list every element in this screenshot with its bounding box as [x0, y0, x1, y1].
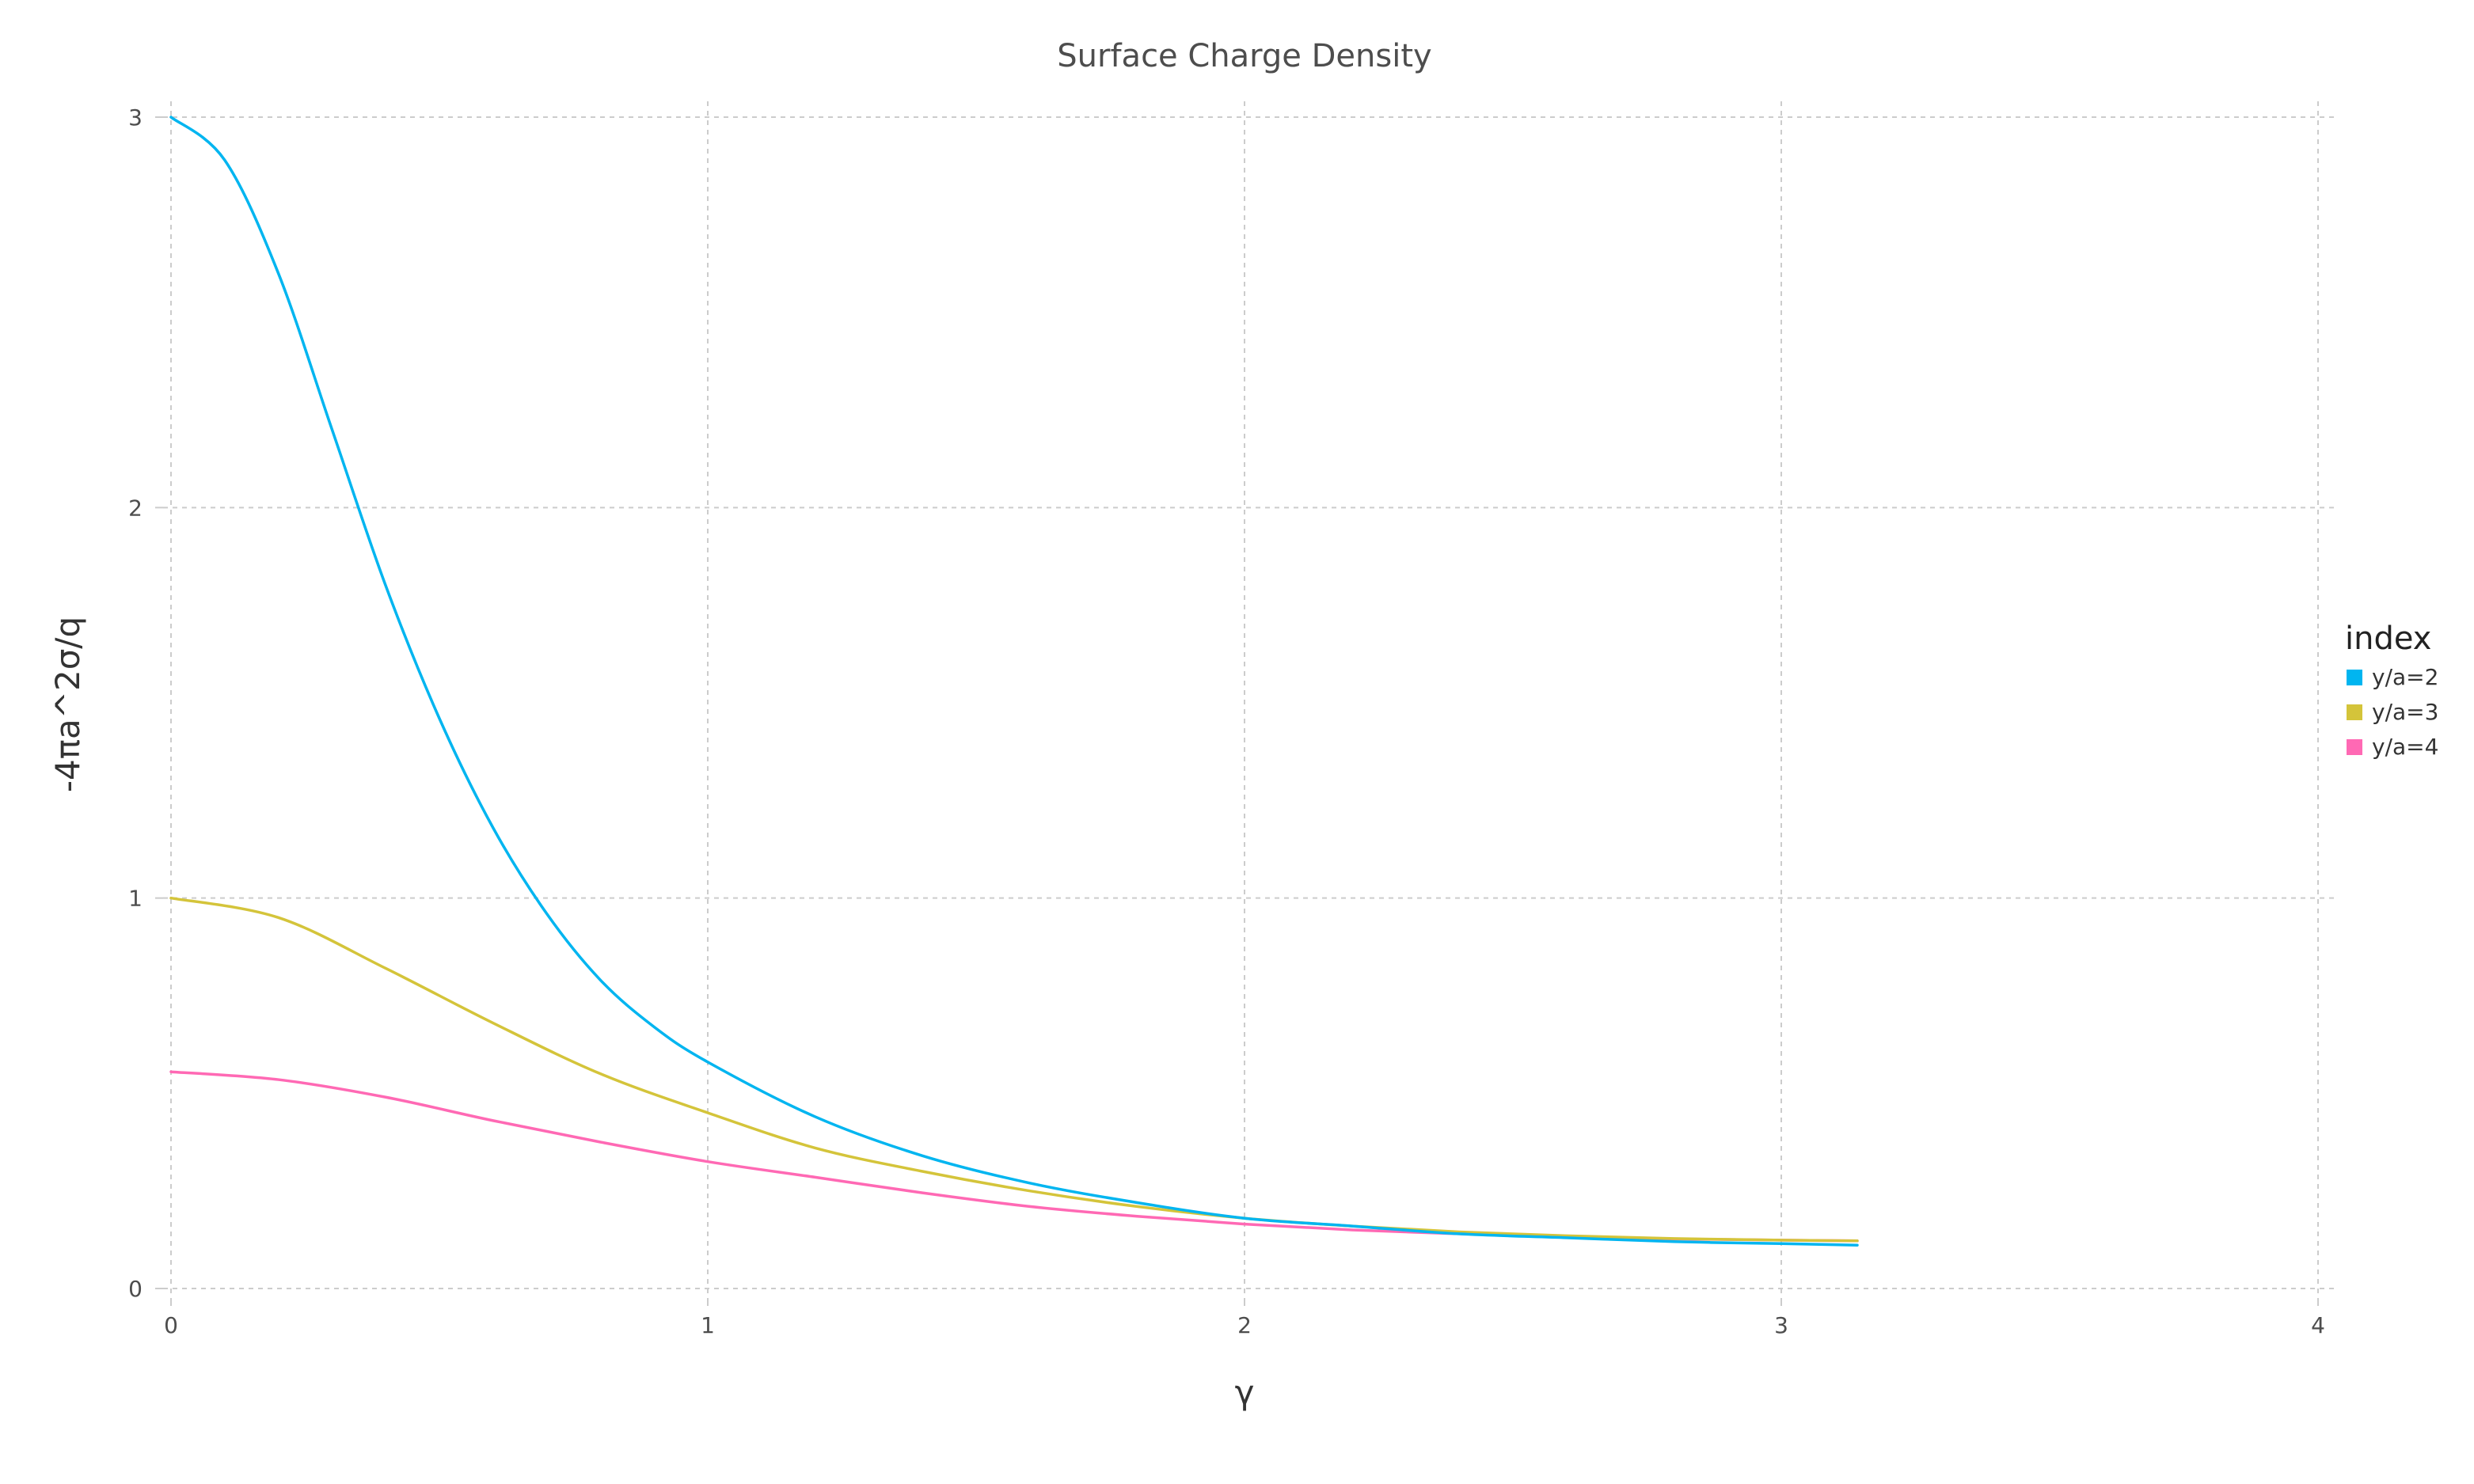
y-axis-title: -4πa^2σ/q: [48, 617, 87, 792]
legend-label: y/a=2: [2372, 664, 2438, 690]
legend-item: y/a=4: [2347, 734, 2438, 760]
x-axis-title: γ: [1235, 1373, 1255, 1412]
legend-item: y/a=2: [2347, 664, 2438, 690]
plot-area: [169, 116, 1859, 1247]
legend-title: index: [2345, 621, 2431, 657]
y-tick-label: 0: [128, 1276, 143, 1302]
series-line-y-a-4: [169, 1070, 1859, 1243]
legend-swatch: [2347, 739, 2362, 755]
legend: index y/a=2 y/a=3 y/a=4: [2345, 621, 2438, 760]
x-tick-label: 3: [1774, 1312, 1788, 1338]
x-tick-label: 2: [1237, 1312, 1252, 1338]
x-tick-label: 0: [164, 1312, 178, 1338]
series-line-y-a-3: [169, 896, 1859, 1243]
grid: [163, 101, 2335, 1298]
legend-swatch: [2347, 670, 2362, 685]
legend-label: y/a=4: [2372, 734, 2438, 760]
y-tick-label: 2: [128, 495, 143, 521]
legend-swatch: [2347, 704, 2362, 720]
y-tick-label: 1: [128, 886, 143, 912]
y-tick-label: 3: [128, 104, 143, 131]
axis-ticks: 0 1 2 3 4 0 1 2 3: [128, 104, 2325, 1338]
legend-label: y/a=3: [2372, 699, 2438, 725]
x-tick-label: 4: [2311, 1312, 2325, 1338]
legend-items: y/a=2 y/a=3 y/a=4: [2347, 664, 2438, 760]
x-tick-label: 1: [701, 1312, 715, 1338]
legend-item: y/a=3: [2347, 699, 2438, 725]
chart-title: Surface Charge Density: [1057, 38, 1431, 74]
series-line-y-a-2: [169, 116, 1859, 1247]
